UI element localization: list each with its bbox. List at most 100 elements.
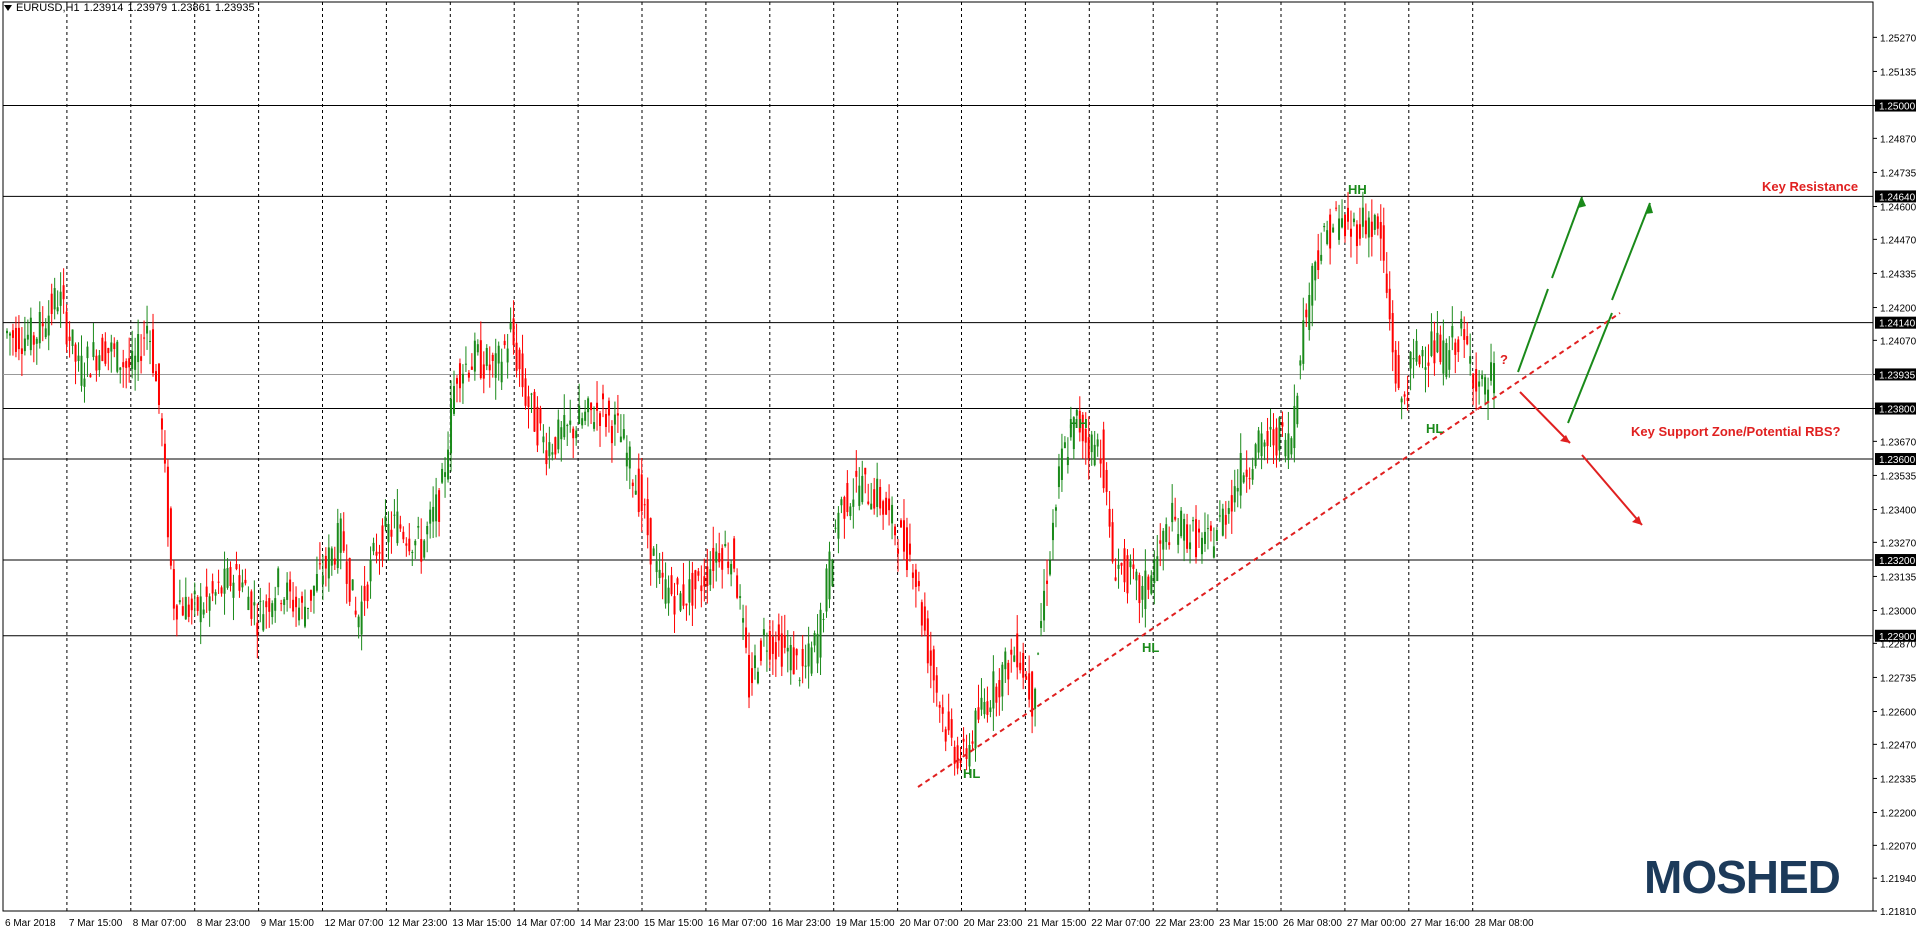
- candle-body: [155, 371, 157, 382]
- candle-body: [256, 622, 259, 636]
- candle-body: [444, 472, 447, 477]
- candle-body: [721, 548, 724, 570]
- candle-body: [816, 633, 819, 664]
- candle-body: [1370, 221, 1373, 237]
- candle-body: [1403, 394, 1406, 397]
- price-tick-label: 1.22735: [1880, 673, 1916, 684]
- level-tag-label: 1.23600: [1879, 455, 1916, 466]
- candle-body: [1320, 254, 1323, 261]
- candle-body: [533, 391, 536, 432]
- candle-body: [113, 343, 116, 350]
- dropdown-triangle-icon[interactable]: [4, 5, 12, 12]
- candle-body: [339, 518, 342, 553]
- candle-body: [941, 707, 944, 714]
- candle-body: [944, 729, 947, 742]
- key-resistance-label: Key Resistance: [1762, 179, 1859, 194]
- candle-body: [715, 551, 718, 563]
- candle-body: [1159, 540, 1162, 544]
- candle-body: [864, 467, 867, 475]
- price-tick-label: 1.25135: [1880, 67, 1916, 78]
- candle-body: [369, 559, 372, 582]
- candle-body: [432, 506, 435, 522]
- candle-body: [968, 745, 971, 767]
- candle-body: [363, 586, 366, 601]
- candle-body: [1361, 207, 1364, 227]
- candle-body: [727, 561, 730, 568]
- candle-body: [20, 348, 23, 354]
- candle-body: [1347, 207, 1349, 222]
- candle-body: [268, 598, 271, 612]
- candle-body: [1212, 546, 1215, 558]
- candle-body: [917, 581, 920, 587]
- candle-body: [488, 364, 491, 371]
- candle-body: [274, 598, 277, 611]
- candle-body: [1183, 518, 1186, 541]
- candle-body: [1445, 343, 1448, 377]
- candle-body: [455, 378, 458, 384]
- candle-body: [476, 344, 479, 353]
- candle-body: [1168, 542, 1171, 546]
- time-tick-label: 27 Mar 00:00: [1347, 918, 1406, 929]
- candle-body: [1299, 360, 1302, 366]
- candle-body: [852, 499, 855, 507]
- candle-body: [1117, 564, 1120, 569]
- candle-body: [280, 603, 283, 605]
- candle-body: [119, 367, 122, 370]
- level-tag: [1875, 402, 1916, 415]
- candle-body: [205, 586, 208, 597]
- candle-body: [1084, 428, 1087, 443]
- candle-body: [241, 582, 244, 588]
- candle-body: [473, 340, 476, 372]
- candle-body: [807, 643, 810, 667]
- time-tick-label: 22 Mar 07:00: [1091, 918, 1150, 929]
- candle-body: [324, 555, 327, 569]
- candle-body: [1200, 537, 1203, 555]
- candle-body: [1457, 339, 1460, 353]
- candle-body: [1439, 334, 1442, 363]
- candle-body: [1260, 433, 1263, 457]
- candle-body: [327, 547, 330, 579]
- level-tag: [1875, 554, 1916, 567]
- candle-body: [1037, 653, 1040, 655]
- candle-body: [393, 514, 396, 516]
- candle-body: [1060, 448, 1063, 480]
- candle-body: [464, 363, 467, 365]
- candle-body: [1180, 510, 1183, 537]
- candle-body: [1266, 430, 1269, 447]
- candle-body: [649, 518, 652, 565]
- bull-arrowhead-2: [1645, 203, 1653, 214]
- price-tick-label: 1.25270: [1880, 33, 1916, 44]
- candle-body: [578, 405, 581, 424]
- candle-body: [1433, 340, 1436, 364]
- candle-body: [768, 630, 771, 660]
- candle-body: [1472, 373, 1475, 389]
- candle-body: [1412, 357, 1415, 360]
- candle-body: [491, 354, 494, 361]
- candle-body: [712, 547, 715, 571]
- candle-body: [697, 571, 700, 576]
- time-tick-label: 16 Mar 07:00: [708, 918, 767, 929]
- candle-body: [44, 328, 47, 338]
- price-tick-label: 1.24735: [1880, 168, 1916, 179]
- candle-body: [429, 509, 432, 524]
- price-tick-label: 1.21810: [1880, 907, 1916, 918]
- time-tick-label: 8 Mar 23:00: [197, 918, 251, 929]
- candle-body: [962, 738, 965, 742]
- level-tag-label: 1.25000: [1879, 102, 1916, 113]
- candle-body: [902, 520, 905, 552]
- candle-body: [1057, 466, 1060, 488]
- candle-body: [1451, 325, 1454, 338]
- candle-body: [563, 415, 566, 438]
- time-tick-label: 27 Mar 16:00: [1411, 918, 1470, 929]
- candle-body: [739, 596, 742, 598]
- candle-body: [1239, 452, 1242, 496]
- bull-arrowhead-1: [1578, 197, 1586, 208]
- candle-body: [405, 543, 408, 546]
- candle-body: [908, 543, 911, 555]
- time-tick-label: 12 Mar 07:00: [325, 918, 384, 929]
- candle-body: [396, 511, 399, 544]
- candle-body: [107, 347, 110, 354]
- candle-body: [786, 647, 789, 652]
- price-tick-label: 1.23535: [1880, 471, 1916, 482]
